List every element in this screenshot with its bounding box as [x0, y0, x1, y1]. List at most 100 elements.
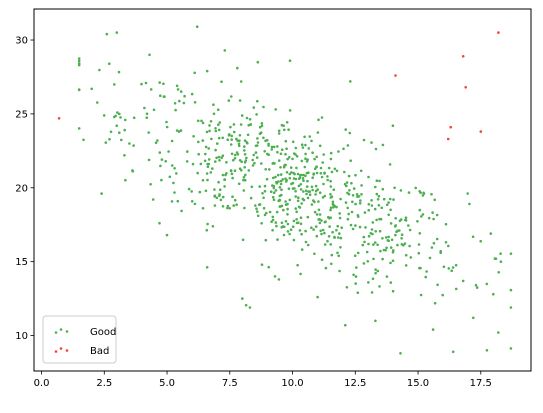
good-point — [346, 206, 350, 210]
good-series — [77, 25, 513, 355]
good-point — [167, 150, 170, 153]
good-point — [114, 114, 117, 118]
good-point — [390, 238, 394, 242]
good-point — [315, 234, 319, 238]
good-point — [408, 228, 412, 232]
good-point — [290, 171, 293, 174]
good-point — [290, 182, 293, 186]
good-point — [144, 81, 148, 85]
good-point — [492, 292, 495, 296]
good-point — [322, 182, 325, 186]
good-point — [230, 134, 233, 138]
legend-marker-bad — [54, 347, 69, 353]
good-point — [300, 143, 304, 146]
good-point — [367, 203, 371, 206]
good-point — [212, 112, 216, 116]
good-point — [193, 202, 197, 206]
good-point — [298, 229, 302, 232]
good-point — [237, 182, 241, 186]
good-point — [258, 185, 262, 188]
good-point — [77, 88, 81, 92]
good-point — [367, 242, 370, 246]
good-point — [223, 178, 227, 181]
good-point — [249, 196, 253, 200]
good-point — [376, 269, 380, 273]
good-point — [119, 116, 122, 119]
good-point — [228, 207, 231, 210]
good-point — [223, 49, 227, 52]
good-point — [337, 150, 340, 153]
good-point — [365, 250, 369, 254]
good-point — [260, 263, 264, 267]
good-point — [185, 160, 189, 163]
good-point — [215, 156, 218, 160]
good-point — [435, 213, 439, 217]
good-point — [276, 173, 280, 177]
good-point — [419, 293, 423, 297]
good-point — [271, 228, 274, 232]
good-point — [361, 243, 365, 247]
good-point — [427, 216, 431, 220]
good-point — [288, 176, 292, 180]
good-point — [320, 219, 323, 222]
good-point — [399, 189, 403, 192]
good-point — [108, 138, 111, 141]
good-point — [265, 138, 269, 142]
good-point — [301, 197, 305, 201]
good-point — [352, 273, 355, 277]
good-point — [447, 244, 450, 248]
good-point — [233, 130, 236, 134]
x-tick-label: 7.5 — [222, 378, 238, 389]
good-point — [366, 260, 370, 263]
legend-box — [42, 315, 117, 364]
good-point — [100, 192, 103, 195]
good-point — [335, 228, 338, 232]
good-point — [408, 244, 411, 248]
good-point — [314, 189, 318, 193]
good-point — [391, 289, 395, 293]
good-point — [206, 178, 209, 182]
good-point — [221, 154, 225, 157]
good-point — [243, 149, 246, 152]
good-point — [384, 236, 388, 239]
good-point — [227, 134, 231, 137]
good-point — [254, 204, 257, 207]
good-point — [275, 182, 279, 185]
good-point — [354, 224, 357, 227]
good-point — [176, 88, 180, 91]
good-point — [193, 71, 196, 75]
good-point — [407, 224, 410, 227]
good-point — [347, 174, 351, 178]
good-point — [299, 272, 302, 276]
legend: Good Bad — [42, 315, 117, 364]
good-point — [120, 138, 123, 142]
good-point — [272, 145, 276, 149]
good-point — [310, 139, 313, 143]
good-point — [215, 196, 219, 200]
good-point — [297, 205, 301, 209]
good-point — [297, 177, 301, 181]
good-point — [82, 138, 85, 142]
good-point — [371, 277, 375, 281]
plot-frame — [33, 8, 532, 372]
good-point — [409, 256, 413, 259]
good-point — [280, 193, 283, 197]
good-point — [170, 200, 174, 203]
good-point — [391, 259, 395, 263]
good-point — [205, 266, 209, 269]
good-point — [270, 220, 273, 223]
good-point — [140, 82, 143, 86]
good-point — [207, 158, 211, 161]
good-point — [329, 157, 333, 161]
good-point — [280, 148, 284, 151]
good-point — [218, 159, 221, 162]
good-point — [284, 200, 287, 203]
good-point — [270, 148, 274, 151]
good-point — [277, 278, 281, 281]
good-point — [311, 176, 315, 179]
good-point — [389, 246, 393, 249]
good-point — [323, 172, 326, 175]
good-point — [238, 167, 242, 170]
good-point — [340, 226, 344, 229]
good-point — [206, 222, 209, 226]
